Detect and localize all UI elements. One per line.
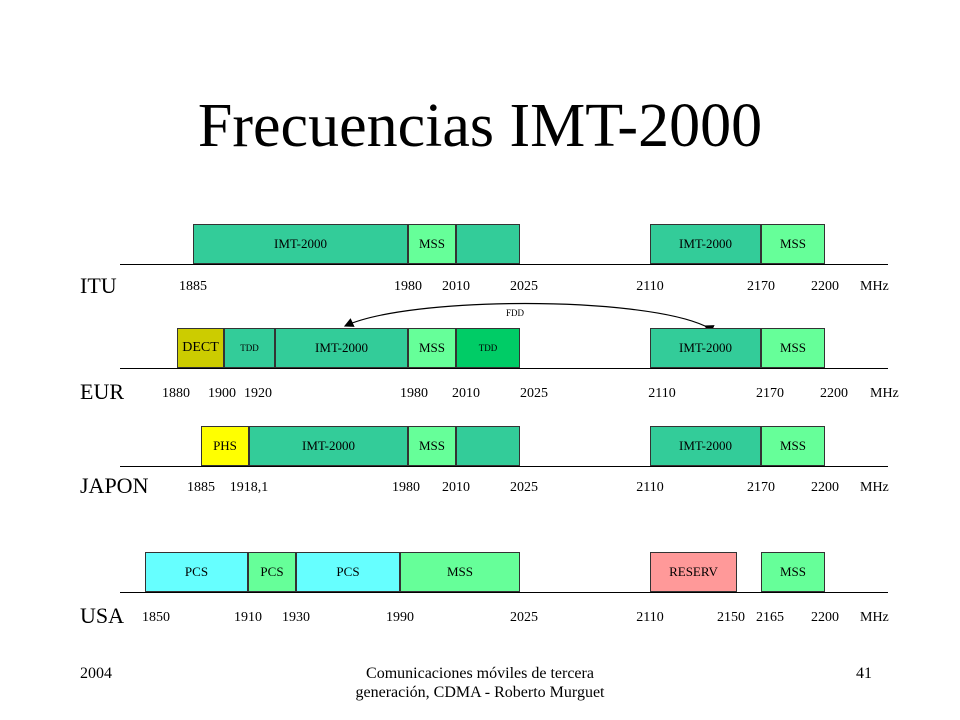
freq-label: 2200 [820,386,848,401]
footer-course-title: Comunicaciones móviles de tercera genera… [355,665,605,701]
freq-label: 2200 [811,610,839,625]
band-mss: MSS [761,426,825,466]
band-phs: PHS [201,426,249,466]
freq-label: 1980 [394,279,422,294]
band-imt2000: IMT-2000 [249,426,408,466]
freq-label: 1910 [234,610,262,625]
freq-label: 1885 [187,480,215,495]
band-reserv: RESERV [650,552,737,592]
freq-label: 2110 [648,386,676,401]
freq-label: 2170 [756,386,784,401]
band-dect: DECT [177,328,224,368]
frequency-axis [120,592,888,593]
frequency-axis [120,466,888,467]
band-tdd: TDD [456,328,520,368]
unit-label: MHz [860,480,889,495]
freq-label: 1885 [179,279,207,294]
band-mss: MSS [761,328,825,368]
freq-label: 2165 [756,610,784,625]
band-unlabeled [456,224,520,264]
band-mss: MSS [761,552,825,592]
freq-label: 2150 [717,610,745,625]
freq-label: 2170 [747,480,775,495]
freq-label: 2010 [452,386,480,401]
region-label: USA [80,603,125,628]
region-label: EUR [80,379,124,404]
fdd-label: FDD [505,308,525,318]
band-pcs: PCS [296,552,400,592]
freq-label: 1918,1 [229,480,269,495]
footer-year: 2004 [80,665,112,682]
freq-label: 1850 [142,610,170,625]
region-label: ITU [80,273,117,298]
band-tdd: TDD [224,328,275,368]
freq-label: 1900 [208,386,236,401]
freq-label: 2200 [811,279,839,294]
band-mss: MSS [408,426,456,466]
freq-label: 2025 [510,610,538,625]
slide-title: Frecuencias IMT-2000 [197,92,763,160]
band-imt2000: IMT-2000 [193,224,408,264]
band-mss: MSS [408,328,456,368]
freq-label: 2110 [636,480,664,495]
freq-label: 1980 [392,480,420,495]
freq-label: 2010 [442,279,470,294]
slide-number: 41 [856,665,872,682]
band-imt2000: IMT-2000 [650,328,761,368]
freq-label: 2170 [747,279,775,294]
frequency-axis [120,264,888,265]
freq-label: 1880 [162,386,190,401]
unit-label: MHz [860,610,889,625]
freq-label: 2025 [510,480,538,495]
region-label: JAPON [80,473,149,498]
band-mss: MSS [761,224,825,264]
freq-label: 1930 [282,610,310,625]
band-mss: MSS [408,224,456,264]
band-pcs: PCS [248,552,296,592]
band-unlabeled [456,426,520,466]
freq-label: 2025 [520,386,548,401]
freq-label: 1990 [386,610,414,625]
unit-label: MHz [870,386,899,401]
freq-label: 1980 [400,386,428,401]
band-imt2000: IMT-2000 [650,224,761,264]
frequency-axis [120,368,888,369]
band-imt2000: IMT-2000 [650,426,761,466]
freq-label: 2110 [636,279,664,294]
unit-label: MHz [860,279,889,294]
freq-label: 2010 [442,480,470,495]
band-mss: MSS [400,552,520,592]
freq-label: 1920 [244,386,272,401]
freq-label: 2200 [811,480,839,495]
freq-label: 2025 [510,279,538,294]
band-imt2000: IMT-2000 [275,328,408,368]
band-pcs: PCS [145,552,248,592]
freq-label: 2110 [636,610,664,625]
